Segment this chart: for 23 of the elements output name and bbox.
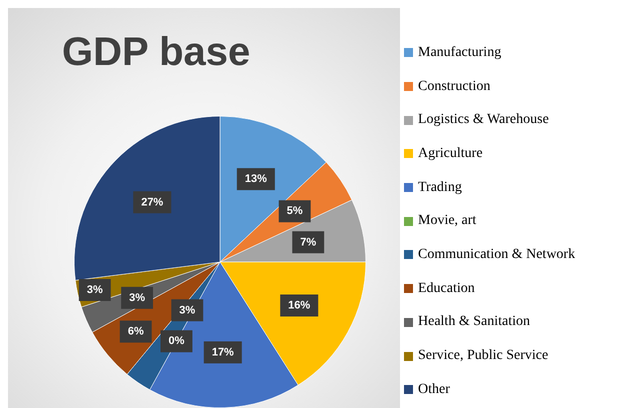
legend-label: Service, Public Service bbox=[418, 348, 548, 364]
data-label: 27% bbox=[141, 196, 164, 208]
legend-label: Movie, art bbox=[418, 213, 476, 230]
chart-title: GDP base bbox=[62, 30, 250, 75]
legend-label: Communication & Network bbox=[418, 246, 576, 263]
data-label: 7% bbox=[300, 236, 316, 248]
text: 0% bbox=[168, 335, 184, 348]
legend-label: Manufacturing bbox=[418, 44, 502, 61]
data-label: 16% bbox=[288, 300, 310, 312]
legend-label: Construction bbox=[418, 78, 490, 95]
data-label: 5% bbox=[286, 205, 303, 218]
legend-label: Trading bbox=[418, 180, 462, 196]
data-label: 13% bbox=[244, 173, 268, 186]
data-label: 6% bbox=[128, 326, 144, 338]
legend-label: Other bbox=[418, 382, 450, 398]
data-label: 3% bbox=[129, 292, 146, 304]
data-label: 3% bbox=[86, 284, 103, 296]
data-label: 3% bbox=[179, 304, 196, 316]
legend-label: Logistics & Warehouse bbox=[418, 112, 549, 128]
legend-label: Education bbox=[418, 280, 475, 297]
legend-label: Agriculture bbox=[418, 146, 483, 162]
data-label: 17% bbox=[212, 346, 234, 358]
legend-label: Health & Sanitation bbox=[418, 314, 530, 330]
